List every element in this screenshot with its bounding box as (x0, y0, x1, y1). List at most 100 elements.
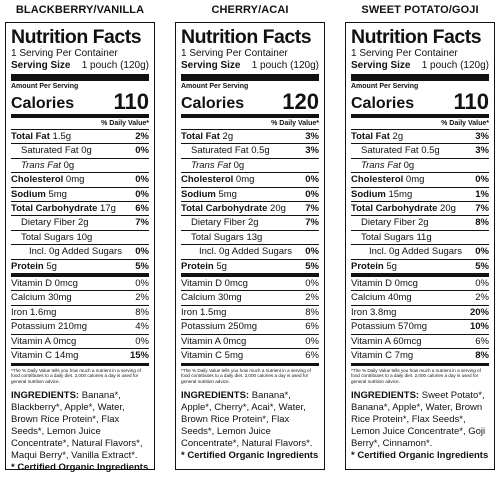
label-text: Calcium (11, 292, 46, 304)
label-text: 0% (305, 278, 319, 290)
label-text: Dietary Fiber (21, 217, 76, 229)
label-text: Total Fat (11, 131, 50, 142)
label-text: Protein 5g (351, 260, 397, 273)
label-text: 0mcg (394, 278, 418, 290)
label-text: Iron (351, 306, 368, 318)
label-text: Vitamin C (11, 350, 53, 362)
label-text: 250mg (228, 321, 258, 333)
protein-row: Protein 5g 5% (351, 260, 489, 278)
label-text: 5mg (48, 188, 67, 200)
label-text: 0mcg (224, 278, 248, 290)
vitamin-c-row: Vitamin C 7mg 8% (351, 349, 489, 362)
serving-size-label: Serving Size (11, 60, 71, 71)
calcium-row: Calcium 30mg 2% (181, 291, 319, 306)
label-text: Potassium 250mg (181, 320, 257, 333)
label-text: Dietary Fiber (361, 217, 416, 229)
label-text: 6% (305, 321, 319, 333)
label-text: Vitamin A (11, 335, 51, 347)
label-text: Calcium 40mg (351, 291, 412, 304)
label-text: Iron 3.8mg (351, 306, 396, 319)
cholesterol-row: Cholesterol 0mg 0% (181, 173, 319, 188)
label-text: 2g (392, 131, 404, 142)
label-text: 5mg (218, 188, 237, 200)
calories-row: Calories 110 (11, 91, 149, 118)
label-text: 0g (81, 145, 92, 157)
calcium-row: Calcium 40mg 2% (351, 291, 489, 306)
servings-per-container: 1 Serving Per Container (351, 48, 458, 59)
label-text: 0% (135, 174, 149, 186)
label-text: 0% (475, 278, 489, 290)
label-text: Vitamin D (181, 278, 223, 290)
vitamin-d-row: Vitamin D 0mcg 0% (11, 277, 149, 292)
label-text: Trans Fat (361, 159, 401, 171)
label-text: Potassium (351, 321, 396, 333)
sodium-row: Sodium 5mg 0% (181, 188, 319, 203)
vitamin-c-row: Vitamin C 5mg 6% (181, 349, 319, 362)
potassium-row: Potassium 210mg 4% (11, 320, 149, 335)
calories-value: 110 (453, 89, 490, 114)
nutrition-facts-heading: Nutrition Facts (181, 26, 312, 48)
label-text: 0mcg (54, 278, 78, 290)
label-text: 10% (469, 321, 489, 333)
added-sugars-row: Incl. 0g Added Sugars 0% (11, 245, 149, 260)
calories-label: Calories (351, 95, 415, 112)
vitamin-d-row: Vitamin D 0mcg 0% (181, 277, 319, 292)
label-text: Iron 1.6mg (11, 306, 56, 319)
label-text: 7% (305, 217, 319, 229)
label-text: Sodium (351, 188, 386, 200)
label-text: Saturated Fat 0.5g (351, 144, 440, 157)
label-text: 0mcg (223, 335, 247, 347)
label-text: 5% (475, 260, 489, 272)
serving-size-value: 1 pouch (120g) (81, 60, 149, 71)
label-text: 2g (222, 131, 234, 142)
total-carbohydrate-row: Total Carbohydrate 20g 7% (181, 202, 319, 217)
certified-organic-note: * Certified Organic Ingredients (181, 450, 319, 461)
label-text: 0mcg (53, 335, 77, 347)
nutrition-facts-heading: Nutrition Facts (351, 26, 482, 48)
ingredients: INGREDIENTS: Sweet Potato*, Banana*, App… (351, 390, 489, 450)
label-text: 2g (78, 217, 89, 229)
label-text: Vitamin C 5mg (181, 349, 243, 362)
label-text: 5% (305, 260, 319, 272)
label-text: 0g (233, 159, 245, 171)
trans-fat-row: Trans Fat 0g (11, 159, 149, 174)
servings-per-container: 1 Serving Per Container (11, 48, 118, 59)
label-text: Vitamin D 0mcg (181, 277, 248, 290)
label-text: Vitamin C 14mg (11, 349, 78, 362)
label-text: Cholesterol (181, 174, 234, 186)
daily-value-header: % Daily Value* (11, 118, 149, 130)
label-text: 3.8mg (370, 306, 397, 318)
label-text: 0% (135, 145, 149, 157)
sodium-row: Sodium 15mg 1% (351, 188, 489, 203)
label-text: 30mg (47, 292, 72, 304)
flavor-title: CHERRY/ACAI (211, 4, 289, 16)
label-text: 7% (475, 203, 489, 215)
label-text: 17g (100, 203, 116, 215)
vitamin-a-row: Vitamin A 0mcg 0% (11, 335, 149, 350)
vitamin-a-row: Vitamin A 60mcg 6% (351, 335, 489, 350)
label-text: Calcium 30mg (11, 291, 72, 304)
ingredients-text: Banana*, Blackberry*, Apple*, Water, Bro… (11, 390, 143, 461)
label-text: 3% (475, 131, 489, 142)
label-text: Saturated Fat 0.5g (181, 144, 270, 157)
label-text: Protein (11, 260, 44, 272)
calories-row: Calories 120 (181, 91, 319, 118)
added-sugars-row: Incl. 0g Added Sugars 0% (351, 245, 489, 260)
label-text: 14mg (54, 350, 79, 362)
dietary-fiber-row: Dietary Fiber 2g 7% (11, 216, 149, 231)
label-text: Saturated Fat (21, 145, 79, 157)
nutrition-facts-heading: Nutrition Facts (11, 26, 142, 48)
label-text: Dietary Fiber 2g (351, 216, 429, 229)
calories-value: 110 (113, 89, 150, 114)
label-text: 40mg (387, 292, 412, 304)
label-text: Total Sugars (191, 231, 244, 243)
label-text: Total Carbohydrate 20g (351, 202, 456, 215)
label-text: Potassium 570mg (351, 320, 427, 333)
label-text: 3% (305, 145, 319, 157)
label-text: Total Fat (181, 131, 220, 142)
calories-value: 120 (282, 89, 319, 114)
label-text: 0.5g (251, 145, 270, 157)
label-text: 8% (475, 217, 489, 229)
label-text: Potassium (11, 321, 56, 333)
label-text: Vitamin D (11, 278, 53, 290)
